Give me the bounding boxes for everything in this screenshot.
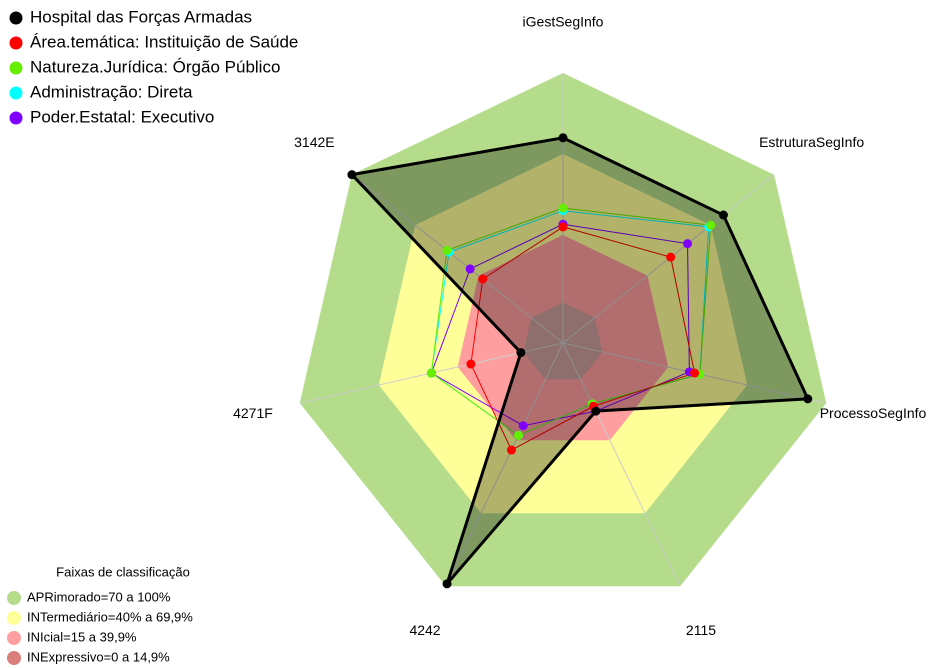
point [558,222,568,232]
band-marker [7,651,21,665]
point [516,348,526,358]
bands-title: Faixas de classificação [56,564,190,579]
axis-label: ProcessoSegInfo [820,405,927,421]
point [666,252,676,262]
point [465,264,475,274]
legend-label: Área.temática: Instituição de Saúde [30,32,298,51]
axis-line [562,342,681,587]
legend-label: Natureza.Jurídica: Órgão Público [30,57,280,76]
legend-marker [9,11,23,25]
legend-marker [9,36,23,50]
axis-label: 4271F [233,405,273,421]
legend: Hospital das Forças Armadas Área.temática… [7,7,298,665]
point [718,210,728,220]
point [513,430,523,440]
legend-label: Hospital das Forças Armadas [30,7,252,26]
band-label: INTermediário=40% a 69,9% [27,609,193,624]
axis-label: EstruturaSegInfo [759,134,864,150]
axis-label: 4242 [409,622,440,638]
point [690,368,700,378]
series-polygon [348,136,811,585]
point [426,368,436,378]
axis-line [445,342,564,587]
point [591,406,601,416]
legend-label: Poder.Estatal: Executivo [30,107,214,126]
point [478,274,488,284]
point [558,203,568,213]
series-layer [347,133,813,589]
band-label: INIcial=15 a 39,9% [27,629,137,644]
band-marker [7,591,21,605]
point [518,421,528,431]
point [803,394,813,404]
point [442,579,452,589]
band-marker [7,611,21,625]
band-label: APRimorado=70 a 100% [27,589,171,604]
point [442,245,452,255]
legend-marker [9,111,23,125]
point [347,170,357,180]
point [683,239,693,249]
axis-label: iGestSegInfo [523,14,604,30]
legend-label: Administração: Direta [30,82,193,101]
axis-label: 3142E [294,134,334,150]
band-marker [7,631,21,645]
point [506,445,516,455]
point [466,359,476,369]
legend-marker [9,86,23,100]
axes: iGestSegInfo EstruturaSegInfo ProcessoSegI… [233,14,926,638]
point [558,133,568,143]
axis-label: 2115 [686,622,716,638]
axis-line [351,174,564,344]
band-label: INExpressivo=0 a 14,9% [27,649,170,664]
point [706,220,716,230]
legend-marker [9,61,23,75]
series-polygon [470,226,696,451]
